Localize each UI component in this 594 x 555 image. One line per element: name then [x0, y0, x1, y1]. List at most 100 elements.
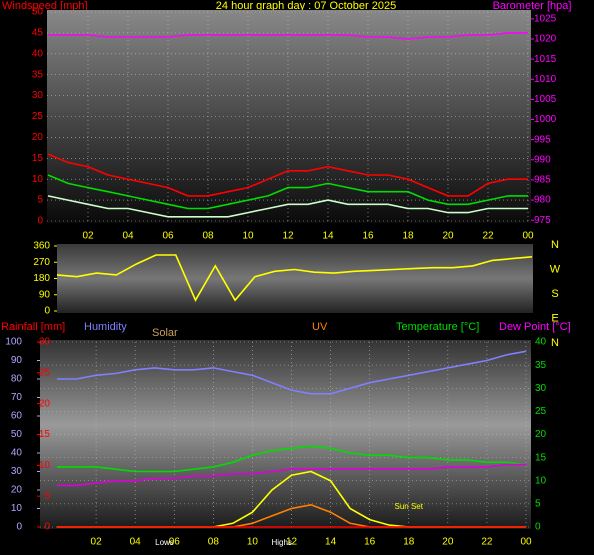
y-tick-label: 0 — [44, 522, 50, 533]
y-tick-label: 30 — [32, 90, 44, 101]
y-tick-label: 5 — [535, 499, 541, 510]
y-tick-label: 25 — [39, 367, 51, 378]
x-tick-label: 10 — [242, 231, 254, 242]
series-line — [57, 445, 527, 473]
y-tick-label: 0 — [37, 216, 43, 227]
y-tick-label: 985 — [534, 175, 551, 186]
y-tick-label: 30 — [11, 466, 23, 477]
series-line — [47, 174, 528, 210]
axis-label: Temperature [°C] — [396, 321, 479, 333]
plot-area — [57, 244, 533, 313]
y-tick-label: 0 — [16, 522, 22, 533]
y-tick-label: 10 — [39, 460, 51, 471]
x-tick-label: 20 — [442, 537, 454, 548]
x-tick-label: 04 — [122, 231, 134, 242]
series-line — [57, 350, 527, 395]
y-tick-label: 270 — [33, 257, 50, 268]
axis-label: Windspeed [mph] — [2, 0, 88, 12]
annotation: Lows — [155, 538, 174, 547]
y-tick-label: 980 — [534, 195, 551, 206]
y-tick-label: 15 — [32, 153, 44, 164]
y-tick-label: 40 — [11, 448, 23, 459]
x-tick-label: 02 — [82, 231, 94, 242]
compass-label: N — [551, 337, 559, 349]
y-tick-label: 1000 — [534, 114, 557, 125]
series-line — [57, 463, 526, 487]
x-tick-label: 16 — [362, 231, 374, 242]
axis-label: Humidity — [84, 321, 127, 333]
x-tick-label: 06 — [162, 231, 174, 242]
y-tick-label: 40 — [535, 337, 547, 348]
series-line — [48, 32, 528, 40]
axis-label: Dew Point [°C] — [499, 321, 571, 333]
series-line — [56, 254, 533, 302]
x-tick-label: 18 — [403, 537, 415, 548]
y-tick-label: 25 — [32, 111, 44, 122]
y-tick-label: 10 — [11, 503, 23, 514]
y-tick-label: 975 — [534, 215, 551, 226]
y-tick-label: 0 — [44, 306, 50, 317]
y-tick-label: 0 — [535, 522, 541, 533]
x-tick-label: 22 — [481, 537, 493, 548]
y-tick-label: 20 — [11, 485, 23, 496]
y-tick-label: 1020 — [534, 34, 557, 45]
x-tick-label: 18 — [402, 231, 414, 242]
y-tick-label: 35 — [535, 360, 547, 371]
axis-label: Barometer [hpa] — [493, 0, 572, 12]
compass-label: E — [551, 312, 558, 324]
annotation: Highs — [272, 538, 292, 547]
compass-label: S — [551, 288, 558, 300]
series-line — [47, 195, 528, 218]
x-tick-label: 14 — [322, 231, 334, 242]
compass-label: W — [550, 263, 561, 275]
x-tick-label: 20 — [442, 231, 454, 242]
x-tick-label: 08 — [202, 231, 214, 242]
x-tick-label: 12 — [282, 231, 294, 242]
y-tick-label: 10 — [32, 174, 44, 185]
y-tick-label: 1025 — [534, 13, 557, 24]
y-tick-label: 995 — [534, 134, 551, 145]
y-tick-label: 1005 — [534, 94, 557, 105]
axis-label: Rainfall [mm] — [1, 321, 65, 333]
y-tick-label: 5 — [44, 491, 50, 502]
y-tick-label: 90 — [11, 355, 23, 366]
x-tick-label: 10 — [247, 537, 259, 548]
y-tick-label: 1015 — [534, 54, 557, 65]
y-tick-label: 20 — [39, 398, 51, 409]
y-tick-label: 180 — [33, 273, 50, 284]
x-tick-label: 00 — [520, 537, 532, 548]
series-line — [47, 153, 528, 197]
axis-label: UV — [312, 321, 328, 333]
y-tick-label: 20 — [32, 132, 44, 143]
compass-label: N — [551, 239, 559, 251]
y-tick-label: 90 — [39, 289, 51, 300]
y-tick-label: 360 — [33, 241, 50, 252]
y-tick-label: 50 — [32, 7, 44, 18]
y-tick-label: 15 — [535, 452, 547, 463]
x-tick-label: 22 — [482, 231, 494, 242]
annotation: Sun Set — [395, 502, 424, 511]
x-tick-label: 12 — [286, 537, 298, 548]
y-tick-label: 50 — [11, 429, 23, 440]
x-tick-label: 08 — [208, 537, 220, 548]
y-tick-label: 35 — [32, 69, 44, 80]
x-tick-label: 06 — [169, 537, 181, 548]
x-tick-label: 02 — [91, 537, 103, 548]
x-tick-label: 14 — [325, 537, 337, 548]
x-tick-label: 00 — [522, 231, 534, 242]
y-tick-label: 5 — [37, 195, 43, 206]
plot-area — [40, 340, 531, 529]
x-tick-label: 04 — [130, 537, 142, 548]
y-tick-label: 80 — [11, 374, 23, 385]
y-tick-label: 20 — [535, 429, 547, 440]
title: 24 hour graph day : 07 October 2025 — [216, 0, 396, 12]
y-tick-label: 990 — [534, 154, 551, 165]
y-tick-label: 30 — [39, 337, 51, 348]
y-tick-label: 1010 — [534, 74, 557, 85]
y-tick-label: 30 — [535, 383, 547, 394]
y-tick-label: 10 — [535, 475, 547, 486]
y-tick-label: 40 — [32, 48, 44, 59]
y-tick-label: 70 — [11, 392, 23, 403]
axis-label: Solar — [152, 327, 178, 339]
